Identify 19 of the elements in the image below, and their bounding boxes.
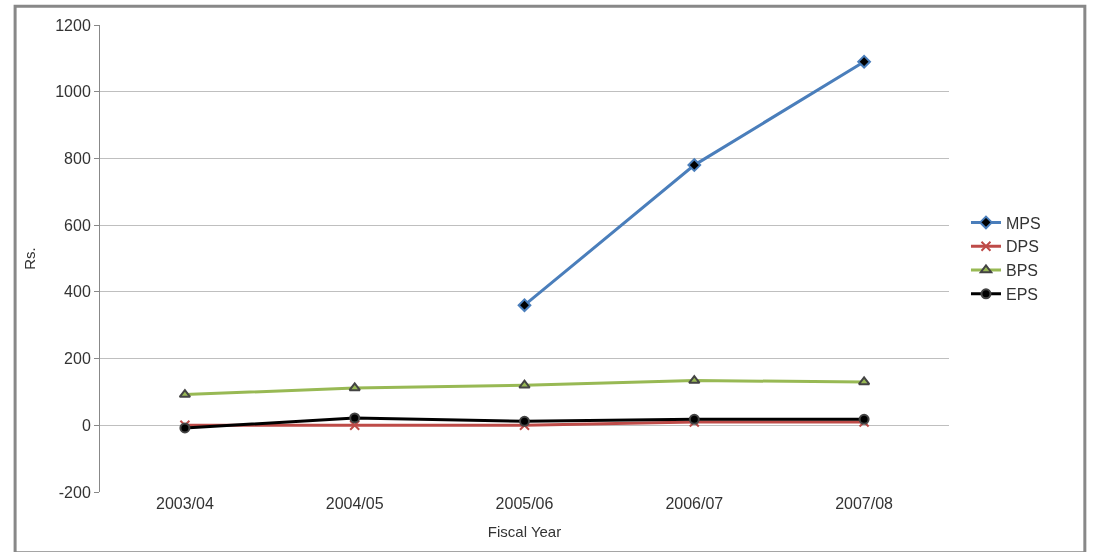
x-tick-label: 2003/04 <box>155 495 214 512</box>
x-tick-label: 2004/05 <box>325 495 384 512</box>
y-tick-label: -200 <box>58 483 91 501</box>
x-tick-label: 2007/08 <box>835 495 894 512</box>
x-tick-label: 2005/06 <box>495 495 554 512</box>
y-axis-title: Rs. <box>21 247 39 270</box>
y-tick-label: 0 <box>81 416 91 434</box>
legend-label: MPS <box>1005 214 1041 232</box>
legend-label: DPS <box>1005 238 1039 256</box>
y-tick-label: 1000 <box>55 83 91 101</box>
x-axis-title: Fiscal Year <box>487 523 562 540</box>
legend-label: BPS <box>1005 262 1038 280</box>
legend-label: EPS <box>1005 286 1038 304</box>
y-tick-label: 400 <box>64 283 91 301</box>
x-tick-label: 2006/07 <box>665 495 724 512</box>
y-tick-label: 200 <box>64 350 91 368</box>
y-tick-label: 1200 <box>55 16 91 34</box>
y-tick-label: 600 <box>64 216 91 234</box>
y-tick-label: 800 <box>64 150 91 168</box>
